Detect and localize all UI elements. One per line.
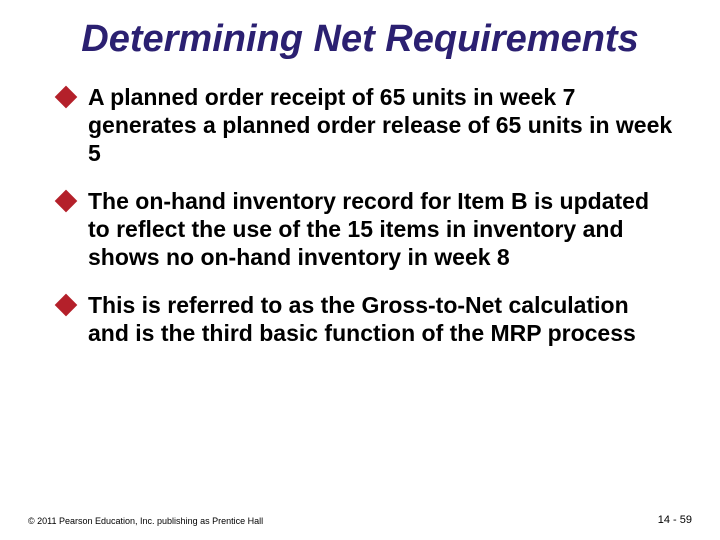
slide-title: Determining Net Requirements (40, 18, 680, 61)
diamond-icon (55, 85, 78, 108)
footer-copyright: © 2011 Pearson Education, Inc. publishin… (28, 516, 263, 526)
list-item: The on-hand inventory record for Item B … (58, 187, 674, 271)
bullet-text: The on-hand inventory record for Item B … (88, 187, 674, 271)
bullet-text: A planned order receipt of 65 units in w… (88, 83, 674, 167)
slide: Determining Net Requirements A planned o… (0, 0, 720, 540)
diamond-icon (55, 189, 78, 212)
bullet-text: This is referred to as the Gross-to-Net … (88, 291, 674, 347)
diamond-icon (55, 294, 78, 317)
list-item: This is referred to as the Gross-to-Net … (58, 291, 674, 347)
bullet-list: A planned order receipt of 65 units in w… (40, 83, 680, 347)
list-item: A planned order receipt of 65 units in w… (58, 83, 674, 167)
footer-page-number: 14 - 59 (658, 514, 692, 526)
